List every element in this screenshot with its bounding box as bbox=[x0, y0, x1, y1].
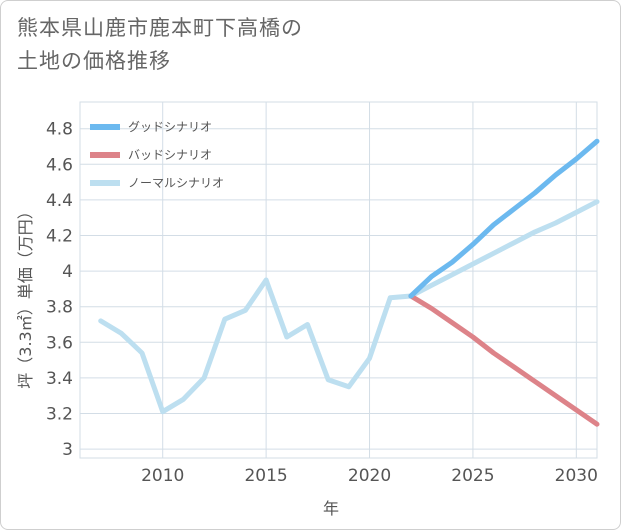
plot-area-border bbox=[79, 101, 598, 459]
y-tick-label: 3.8 bbox=[46, 298, 73, 318]
y-tick-label: 3 bbox=[62, 440, 73, 460]
series-line-bad bbox=[408, 293, 600, 427]
chart-title-line-2: 土地の価格推移 bbox=[17, 49, 171, 73]
legend-label: ノーマルシナリオ bbox=[128, 176, 224, 190]
y-tick-label: 4.6 bbox=[46, 155, 73, 175]
y-tick-label: 4.4 bbox=[46, 191, 73, 211]
y-tick-label: 4 bbox=[62, 262, 73, 282]
legend-label: バッドシナリオ bbox=[128, 148, 212, 162]
tick-labels: 3 3.2 3.4 3.6 3.8 4 4.2 4.4 4.6 4.8 2010 2015 2020 20… bbox=[46, 120, 598, 486]
chart-title: 熊本県山鹿市鹿本町下高橋の 土地の価格推移 bbox=[17, 12, 577, 78]
y-tick-label: 3.6 bbox=[46, 333, 73, 353]
legend-label: グッドシナリオ bbox=[128, 120, 212, 134]
series-line-good bbox=[408, 138, 600, 299]
series-lines bbox=[98, 138, 600, 427]
y-tick-label: 3.4 bbox=[46, 369, 73, 389]
chart-title-line-1: 熊本県山鹿市鹿本町下高橋の bbox=[17, 16, 303, 40]
x-tick-label: 2025 bbox=[451, 466, 494, 486]
grid-lines bbox=[79, 101, 598, 459]
x-axis-label: 年 bbox=[323, 499, 339, 518]
x-tick-label: 2020 bbox=[348, 466, 391, 486]
series-line-normal bbox=[98, 199, 600, 415]
x-tick-label: 2015 bbox=[244, 466, 287, 486]
x-tick-label: 2010 bbox=[141, 466, 184, 486]
y-tick-label: 4.2 bbox=[46, 227, 73, 247]
x-tick-label: 2030 bbox=[555, 466, 598, 486]
y-tick-label: 3.2 bbox=[46, 405, 73, 425]
y-tick-label: 4.8 bbox=[46, 120, 73, 140]
y-axis-label: 坪（3.3㎡）単価（万円） bbox=[16, 203, 35, 388]
